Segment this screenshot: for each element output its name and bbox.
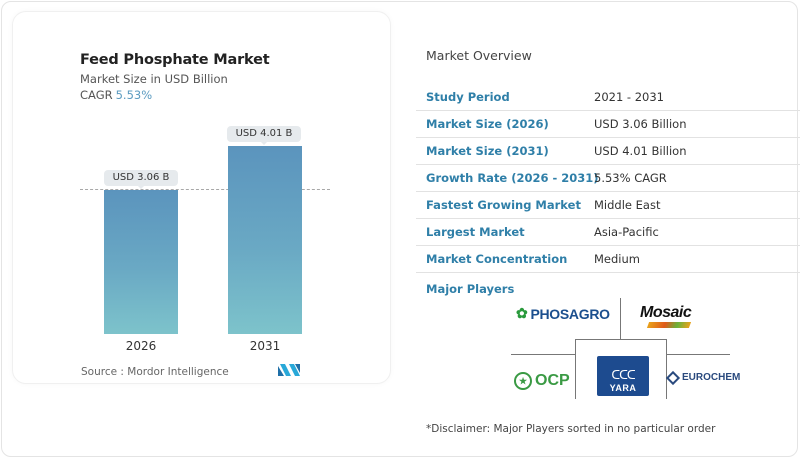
row-value: Asia-Pacific	[594, 225, 659, 239]
row-label: Market Size (2031)	[426, 144, 549, 158]
reference-dashed-line	[80, 189, 330, 190]
row-value: 5.53% CAGR	[594, 171, 667, 185]
flower-icon: ✿	[516, 305, 528, 321]
overview-row-market-size-2026: Market Size (2026) USD 3.06 Billion	[416, 111, 800, 138]
row-label: Market Concentration	[426, 252, 568, 266]
logo-divider	[575, 339, 576, 399]
mordor-intelligence-logo-icon	[278, 364, 300, 376]
x-tick-2026: 2026	[125, 339, 157, 353]
cagr-label: CAGR	[80, 88, 113, 102]
mosaic-logo: Mosaic	[640, 304, 692, 328]
disclaimer-text: *Disclaimer: Major Players sorted in no …	[426, 423, 716, 435]
logo-divider	[666, 354, 730, 355]
overview-row-fastest-growing-market: Fastest Growing Market Middle East	[416, 192, 800, 219]
bar-label-2026: USD 3.06 B	[104, 170, 178, 189]
row-value: 2021 - 2031	[594, 90, 664, 104]
market-overview-title: Market Overview	[426, 48, 532, 63]
eurochem-logo: EUROCHEM	[665, 370, 740, 385]
bar-label-2031: USD 4.01 B	[227, 126, 301, 145]
mosaic-stripes-icon	[646, 322, 692, 328]
ocp-emblem-icon: ★	[514, 372, 532, 390]
cagr-value: 5.53%	[115, 88, 153, 102]
ocp-logo: ★ OCP	[514, 372, 570, 390]
logo-divider	[620, 298, 621, 340]
cagr-line: CAGR 5.53%	[80, 88, 152, 102]
chart-title: Feed Phosphate Market	[80, 52, 270, 68]
row-label: Largest Market	[426, 225, 525, 239]
overview-row-market-concentration: Market Concentration Medium	[416, 246, 800, 273]
row-label: Growth Rate (2026 - 2031)	[426, 171, 599, 185]
logo-divider	[511, 354, 575, 355]
overview-row-growth-rate: Growth Rate (2026 - 2031) 5.53% CAGR	[416, 165, 800, 192]
eurochem-diamond-icon	[665, 370, 681, 385]
overview-row-study-period: Study Period 2021 - 2031	[416, 84, 800, 111]
major-players-title: Major Players	[426, 282, 515, 296]
overview-row-largest-market: Largest Market Asia-Pacific	[416, 219, 800, 246]
source-text: Source : Mordor Intelligence	[81, 366, 229, 378]
row-value: USD 3.06 Billion	[594, 117, 687, 131]
row-value: Medium	[594, 252, 640, 266]
chart-subtitle: Market Size in USD Billion	[80, 72, 228, 86]
row-value: USD 4.01 Billion	[594, 144, 687, 158]
row-label: Study Period	[426, 90, 510, 104]
viking-ship-icon: ᑕᑕᑕ	[611, 368, 635, 382]
row-label: Market Size (2026)	[426, 117, 549, 131]
overview-row-market-size-2031: Market Size (2031) USD 4.01 Billion	[416, 138, 800, 165]
row-value: Middle East	[594, 198, 661, 212]
logo-divider	[575, 339, 666, 340]
x-tick-2031: 2031	[249, 339, 281, 353]
yara-logo: ᑕᑕᑕ YARA	[597, 356, 649, 396]
bar-2031	[228, 146, 302, 334]
phosagro-logo: ✿ PHOSAGRO	[516, 305, 610, 322]
row-label: Fastest Growing Market	[426, 198, 581, 212]
bar-2026	[104, 190, 178, 334]
logo-divider	[666, 339, 667, 399]
chart-card	[12, 11, 391, 384]
